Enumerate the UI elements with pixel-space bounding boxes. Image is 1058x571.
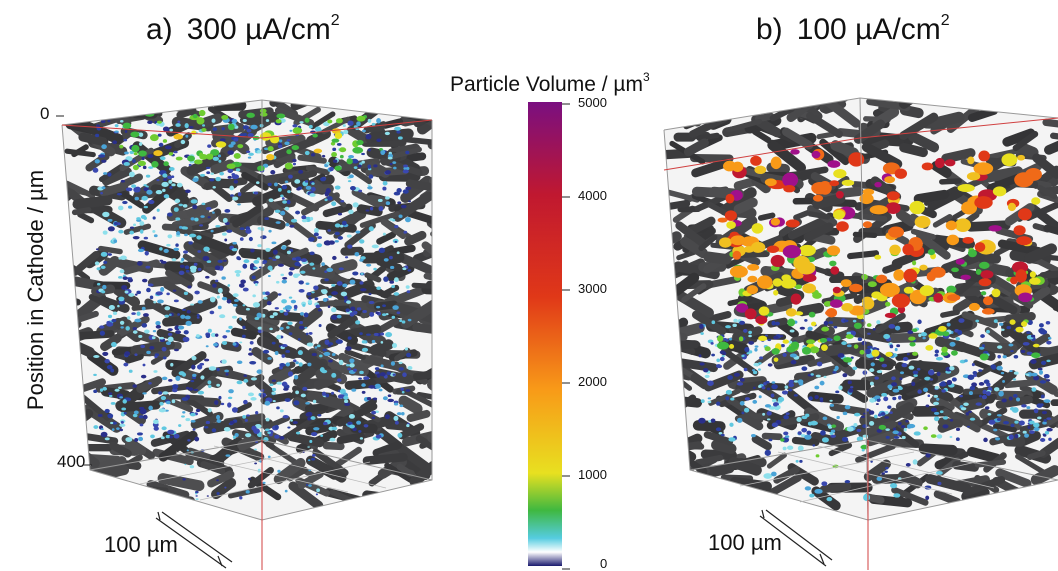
colorbar-title: Particle Volume / µm3 — [450, 70, 650, 97]
y-tick-label-400: 400 — [57, 452, 85, 472]
scale-bar-a-label: 100 µm — [104, 532, 178, 558]
scale-bar-b-label: 100 µm — [708, 530, 782, 556]
colorbar-gradient — [528, 102, 562, 566]
y-tick-label-0: 0 — [40, 104, 49, 124]
colorbar-tick-5000: 5000 — [578, 95, 607, 110]
panel-b-volume — [660, 88, 1058, 570]
colorbar-tick-0: 0 — [600, 556, 607, 571]
colorbar-tick-3000: 3000 — [578, 281, 607, 296]
colorbar — [528, 102, 570, 569]
colorbar-tick-1000: 1000 — [578, 467, 607, 482]
panel-a-title: a)300 µA/cm2 — [146, 12, 340, 47]
colorbar-tick-4000: 4000 — [578, 188, 607, 203]
panel-b-title: b)100 µA/cm2 — [756, 12, 950, 47]
panel-a-volume — [60, 89, 460, 570]
colorbar-tick-2000: 2000 — [578, 374, 607, 389]
